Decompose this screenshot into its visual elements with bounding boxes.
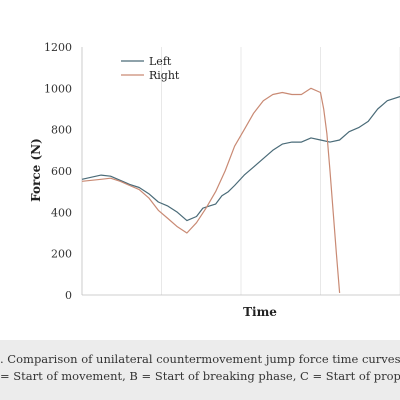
legend-label-left: Left [149, 55, 172, 68]
y-axis-label: Force (N) [29, 138, 43, 202]
legend: Left Right [121, 55, 180, 82]
force-time-chart: 0 200 400 600 800 1000 1200 Force (N) Time Lef… [29, 41, 400, 319]
caption-line-1: . Comparison of unilateral countermoveme… [0, 352, 400, 366]
figure-caption: . Comparison of unilateral countermoveme… [0, 340, 400, 400]
series-lines [81, 87, 400, 293]
y-tick-label-1000: 1000 [44, 82, 72, 95]
y-tick-label-200: 200 [51, 248, 72, 261]
y-tick-label-600: 600 [51, 165, 72, 178]
y-tick-label-400: 400 [51, 206, 72, 219]
legend-label-right: Right [149, 69, 180, 82]
y-tick-labels: 0 200 400 600 800 1000 1200 [44, 41, 72, 302]
y-tick-label-0: 0 [65, 289, 72, 302]
grid [161, 47, 400, 295]
series-line-left [81, 96, 400, 222]
axes [81, 47, 400, 296]
y-tick-label-1200: 1200 [44, 41, 72, 54]
series-line-right [81, 87, 341, 293]
caption-line-2: = Start of movement, B = Start of breaki… [0, 369, 400, 383]
x-axis-label: Time [243, 305, 277, 319]
y-tick-label-800: 800 [51, 124, 72, 137]
